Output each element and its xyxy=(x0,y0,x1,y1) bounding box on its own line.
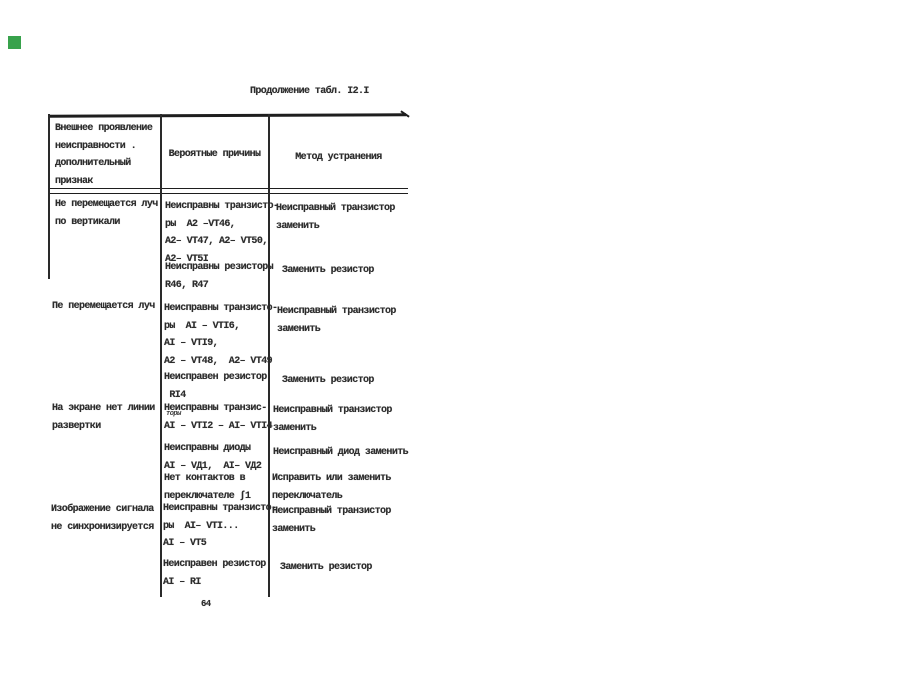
table-left-border xyxy=(48,114,50,279)
table-caption: Продолжение табл. I2.I xyxy=(250,86,369,97)
cell-cause: Нет контактов в переключателе ∫1 xyxy=(164,473,251,502)
cell-cause: Неисправен резистор RI4 xyxy=(164,372,267,401)
green-marker xyxy=(8,36,21,49)
cell-remedy: Заменить резистор xyxy=(282,265,374,276)
cell-remedy: Заменить резистор xyxy=(280,562,372,573)
cell-cause: Неисправны транзисто- ры А2 –VТ46, А2– V… xyxy=(165,201,279,265)
header-remedy: Метод устранения xyxy=(295,152,382,163)
cell-remedy: Исправить или заменить переключатель xyxy=(272,473,391,502)
table-top-border xyxy=(47,113,407,118)
table-header-border xyxy=(48,188,408,194)
cell-symptom: Пе перемещается луч xyxy=(52,301,155,312)
cell-symptom: Изображение сигнала не синхронизируется xyxy=(51,504,154,533)
cell-remedy: Неисправный транзистор заменить xyxy=(277,306,396,335)
cell-remedy: Неисправный диод заменить xyxy=(273,447,409,458)
handwritten-correction: торы xyxy=(166,410,181,418)
header-cause: Вероятные причины xyxy=(168,149,261,160)
cell-symptom: На экране нет линии развертки xyxy=(52,403,155,432)
cell-cause: Неисправны транзис- АI – VТI2 – АI– VТI4 xyxy=(164,403,273,432)
cell-symptom: Не перемещается луч по вертикали xyxy=(55,199,158,228)
header-symptom: Внешнее проявление неисправности . допол… xyxy=(55,123,153,187)
cell-remedy: Неисправный транзистор заменить xyxy=(273,405,392,434)
cell-remedy: Неисправный транзистор заменить xyxy=(276,203,395,232)
cell-cause: Неисправны транзисто- ры АI– VТI... АI –… xyxy=(163,503,277,549)
page-number: 64 xyxy=(201,599,211,609)
column-divider-2 xyxy=(268,114,271,597)
cell-cause: Неисправны транзисто- ры АI – VТI6, АI –… xyxy=(164,303,278,367)
cell-cause: Неисправен резистор АI – RI xyxy=(163,559,266,588)
column-divider-1 xyxy=(160,114,162,597)
cell-remedy: Неисправный транзистор заменить xyxy=(272,506,391,535)
cell-remedy: Заменить резистор xyxy=(282,375,374,386)
cell-cause: Неисправны резисторы R46, R47 xyxy=(165,262,274,291)
cell-cause: Неисправны диоды АI – VД1, АI– VД2 xyxy=(164,443,262,472)
